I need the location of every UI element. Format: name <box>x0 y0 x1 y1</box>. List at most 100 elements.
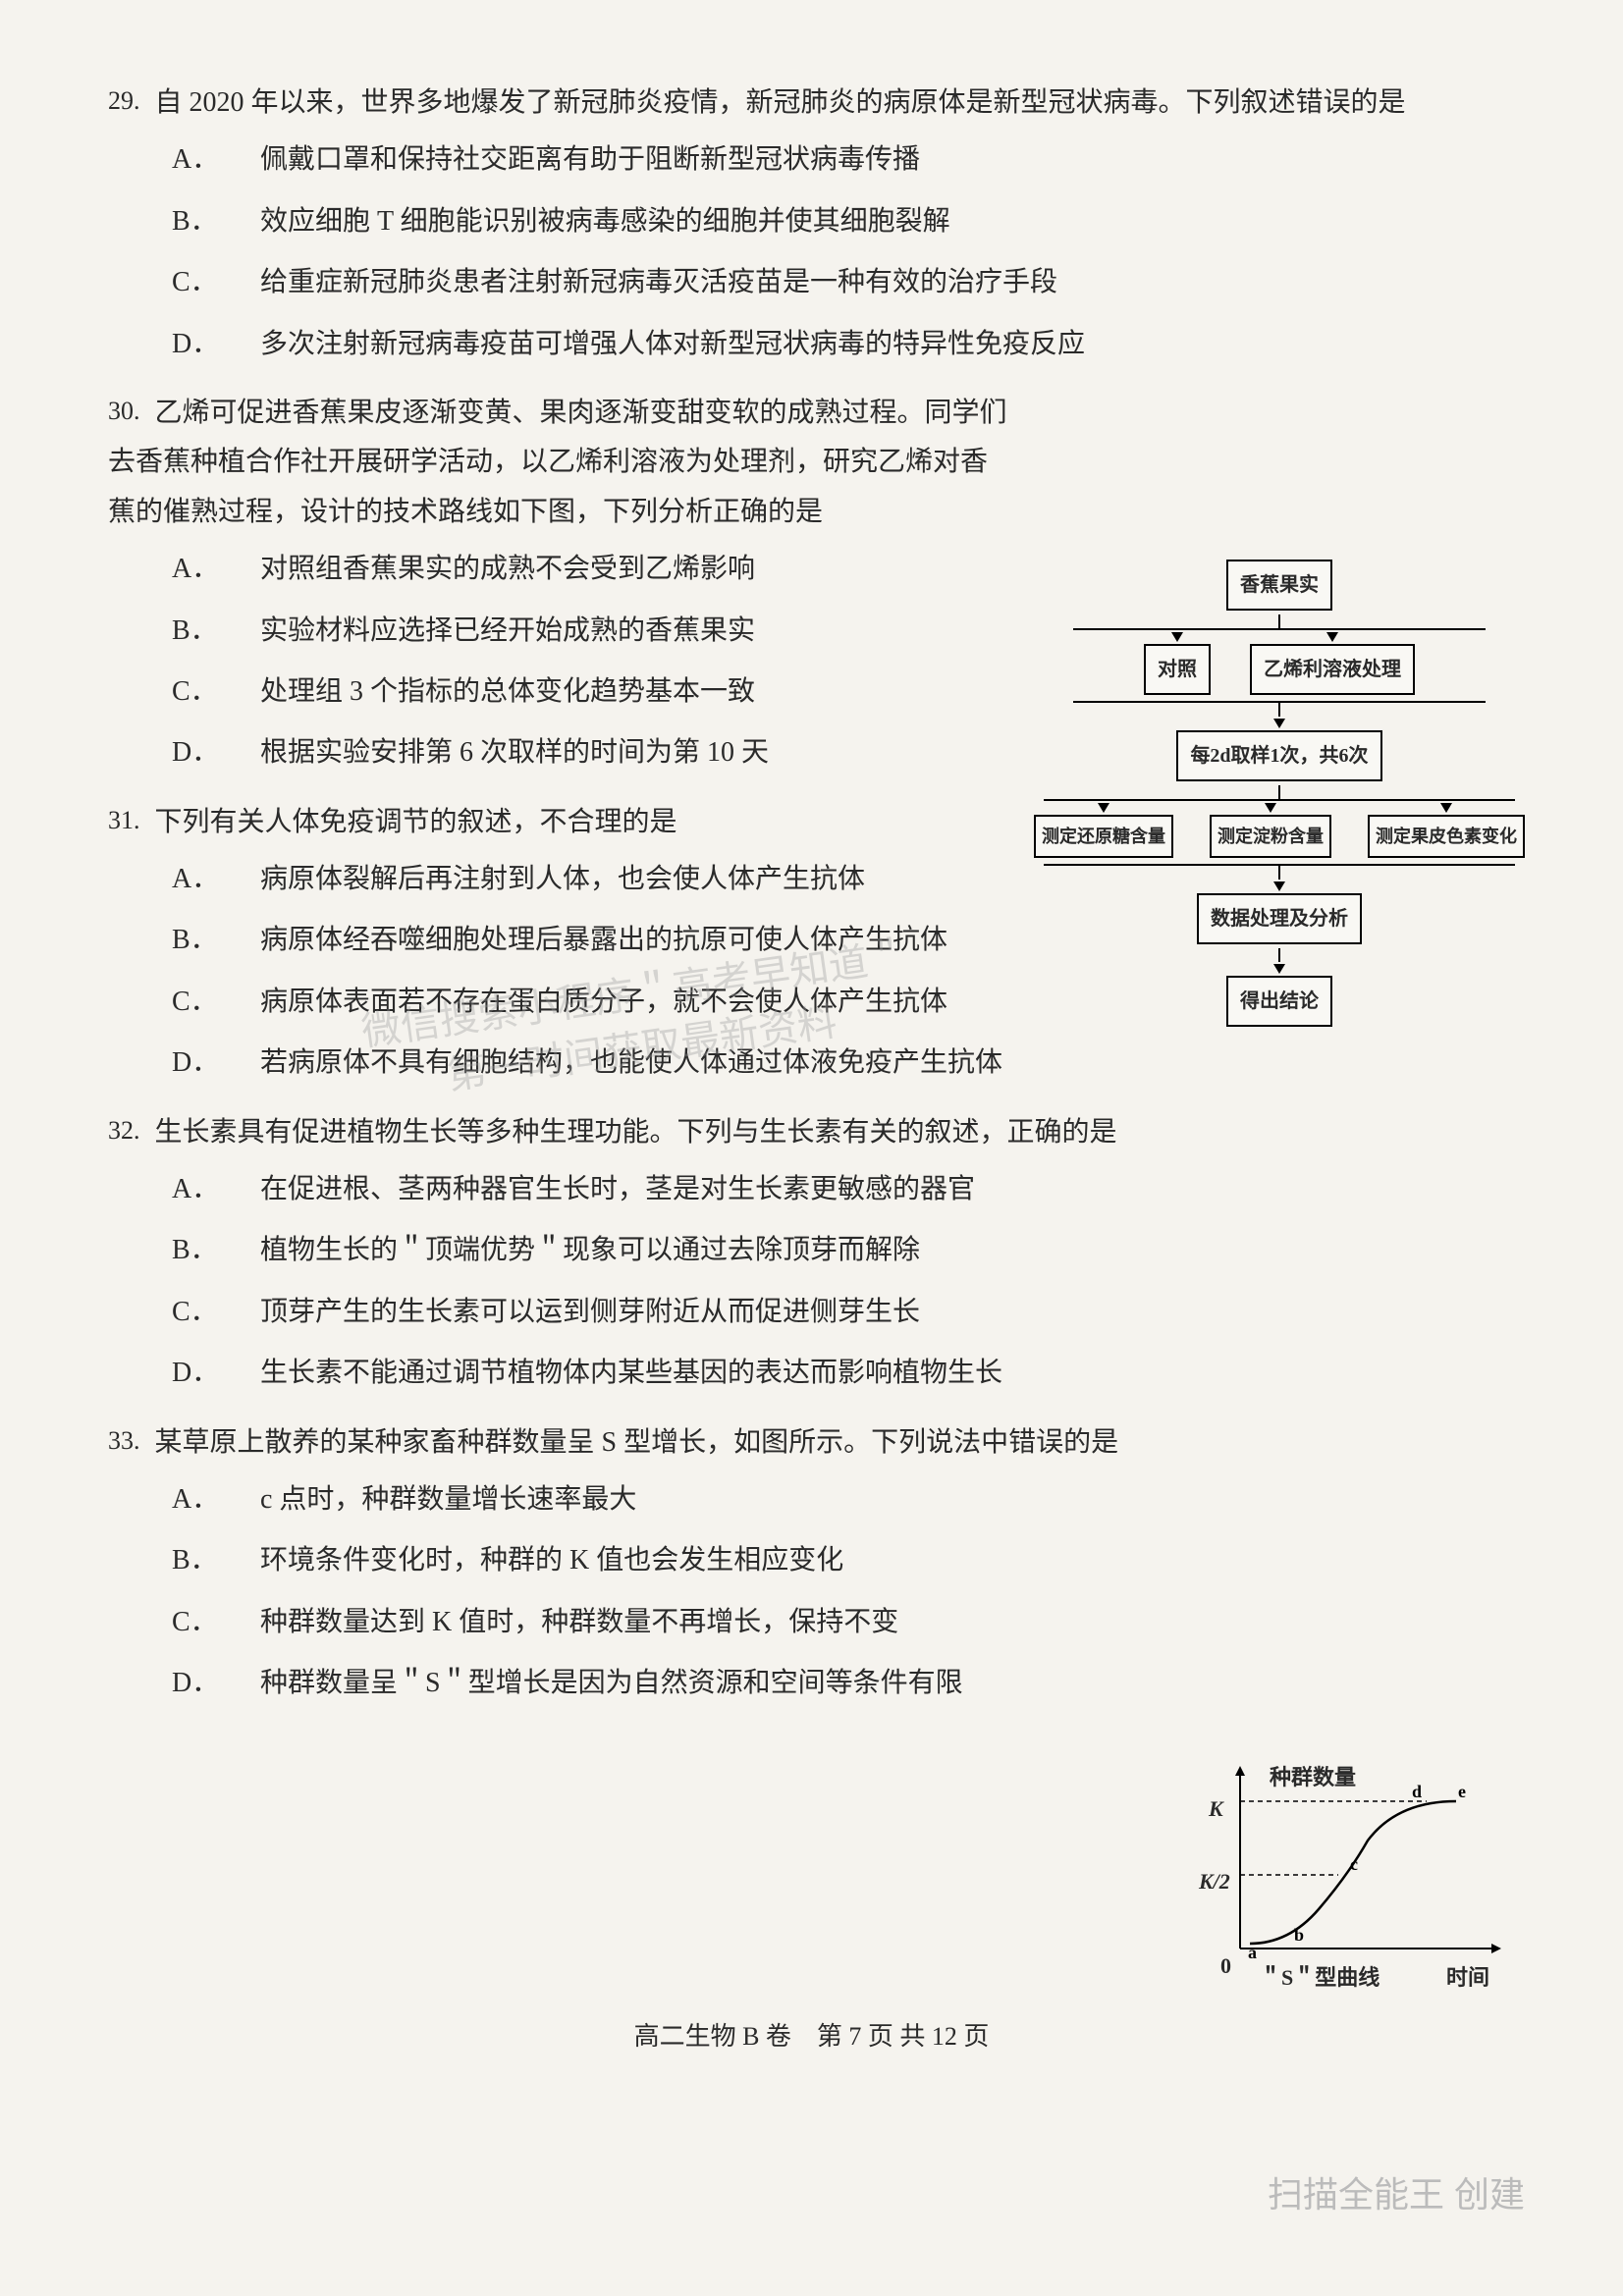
scurve-xlabel-curve: ＂S＂型曲线 <box>1260 1958 1380 1998</box>
option-label: B． <box>216 1226 260 1275</box>
q29-option-a: A．佩戴口罩和保持社交距离有助于阻断新型冠状病毒传播 <box>216 135 1525 185</box>
q31-a-text: 病原体裂解后再注射到人体，也会使人体产生抗体 <box>260 864 865 894</box>
q30-options: A．对照组香蕉果实的成熟不会受到乙烯影响 B．实验材料应选择已经开始成熟的香蕉果… <box>216 545 1014 778</box>
q30-a-text: 对照组香蕉果实的成熟不会受到乙烯影响 <box>260 554 755 584</box>
option-label: A． <box>216 1165 260 1214</box>
option-label: B． <box>216 1536 260 1585</box>
q30-stem: 乙烯可促进香蕉果皮逐渐变黄、果肉逐渐变甜变软的成熟过程。同学们去香蕉种植合作社开… <box>108 398 1007 527</box>
question-32: 32. 生长素具有促进植物生长等多种生理功能。下列与生长素有关的叙述，正确的是 … <box>108 1108 1525 1399</box>
fc-node-treatment: 乙烯利溶液处理 <box>1250 644 1415 695</box>
q32-a-text: 在促进根、茎两种器官生长时，茎是对生长素更敏感的器官 <box>260 1174 975 1204</box>
page-footer: 高二生物 B 卷 第 7 页 共 12 页 <box>0 2014 1623 2060</box>
option-label: C． <box>216 258 260 307</box>
option-label: B． <box>216 197 260 246</box>
scurve-k-label: K <box>1209 1789 1223 1829</box>
q32-stem: 生长素具有促进植物生长等多种生理功能。下列与生长素有关的叙述，正确的是 <box>155 1117 1117 1148</box>
scurve-point-a: a <box>1248 1943 1257 1962</box>
q33-option-d: D．种群数量呈＂S＂型增长是因为自然资源和空间等条件有限 <box>216 1659 1191 1708</box>
q29-stem-wrap: 29. 自 2020 年以来，世界多地爆发了新冠肺炎疫情，新冠肺炎的病原体是新型… <box>108 79 1525 128</box>
q32-option-c: C．顶芽产生的生长素可以运到侧芽附近从而促进侧芽生长 <box>216 1288 1525 1337</box>
q30-stem-wrap: 30. 乙烯可促进香蕉果皮逐渐变黄、果肉逐渐变甜变软的成熟过程。同学们去香蕉种植… <box>108 389 1014 537</box>
q31-b-text: 病原体经吞噬细胞处理后暴露出的抗原可使人体产生抗体 <box>260 925 947 955</box>
q33-option-c: C．种群数量达到 K 值时，种群数量不再增长，保持不变 <box>216 1598 1191 1647</box>
scanner-watermark: 扫描全能王 创建 <box>1268 2163 1525 2227</box>
option-label: C． <box>216 667 260 717</box>
q33-option-a: A．c 点时，种群数量增长速率最大 <box>216 1475 1191 1524</box>
q31-stem: 下列有关人体免疫调节的叙述，不合理的是 <box>155 807 677 837</box>
option-label: D． <box>216 320 260 369</box>
option-label: A． <box>216 855 260 904</box>
q32-option-b: B．植物生长的＂顶端优势＂现象可以通过去除顶芽而解除 <box>216 1226 1525 1275</box>
q33-a-text: c 点时，种群数量增长速率最大 <box>260 1484 636 1515</box>
q29-option-b: B．效应细胞 T 细胞能识别被病毒感染的细胞并使其细胞裂解 <box>216 197 1525 246</box>
option-label: C． <box>216 1598 260 1647</box>
q29-option-c: C．给重症新冠肺炎患者注射新冠病毒灭活疫苗是一种有效的治疗手段 <box>216 258 1525 307</box>
q31-d-text: 若病原体不具有细胞结构，也能使人体通过体液免疫产生抗体 <box>260 1047 1002 1078</box>
fc-node-analysis: 数据处理及分析 <box>1197 893 1362 944</box>
option-label: A． <box>216 545 260 594</box>
option-label: B． <box>216 916 260 965</box>
q33-d-text: 种群数量呈＂S＂型增长是因为自然资源和空间等条件有限 <box>260 1668 963 1698</box>
scurve-origin: 0 <box>1220 1947 1231 1986</box>
fc-node-sugar: 测定还原糖含量 <box>1034 815 1173 858</box>
q31-option-d: D．若病原体不具有细胞结构，也能使人体通过体液免疫产生抗体 <box>216 1039 1525 1088</box>
q33-stem-wrap: 33. 某草原上散养的某种家畜种群数量呈 S 型增长，如图所示。下列说法中错误的… <box>108 1418 1191 1468</box>
q29-a-text: 佩戴口罩和保持社交距离有助于阻断新型冠状病毒传播 <box>260 144 920 175</box>
q32-number: 32. <box>108 1108 140 1154</box>
q30-number: 30. <box>108 389 140 435</box>
fc-node-sampling: 每2d取样1次，共6次 <box>1176 730 1381 781</box>
fc-node-control: 对照 <box>1144 644 1211 695</box>
q30-b-text: 实验材料应选择已经开始成熟的香蕉果实 <box>260 615 755 646</box>
fc-node-pigment: 测定果皮色素变化 <box>1368 815 1525 858</box>
q29-options: A．佩戴口罩和保持社交距离有助于阻断新型冠状病毒传播 B．效应细胞 T 细胞能识… <box>216 135 1525 369</box>
q32-options: A．在促进根、茎两种器官生长时，茎是对生长素更敏感的器官 B．植物生长的＂顶端优… <box>216 1165 1525 1399</box>
option-label: C． <box>216 978 260 1027</box>
q29-option-d: D．多次注射新冠病毒疫苗可增强人体对新型冠状病毒的特异性免疫反应 <box>216 320 1525 369</box>
question-33: 33. 某草原上散养的某种家畜种群数量呈 S 型增长，如图所示。下列说法中错误的… <box>108 1418 1525 1709</box>
q31-c-text: 病原体表面若不存在蛋白质分子，就不会使人体产生抗体 <box>260 987 947 1017</box>
q32-option-d: D．生长素不能通过调节植物体内某些基因的表达而影响植物生长 <box>216 1349 1525 1398</box>
option-label: D． <box>216 1659 260 1708</box>
q33-s-curve: a b c d e 种群数量 K K/2 0 ＂S＂型曲线 时间 <box>1201 1762 1515 2004</box>
q32-b-text: 植物生长的＂顶端优势＂现象可以通过去除顶芽而解除 <box>260 1235 920 1265</box>
q30-d-text: 根据实验安排第 6 次取样的时间为第 10 天 <box>260 737 769 768</box>
q32-c-text: 顶芽产生的生长素可以运到侧芽附近从而促进侧芽生长 <box>260 1297 920 1327</box>
q29-d-text: 多次注射新冠病毒疫苗可增强人体对新型冠状病毒的特异性免疫反应 <box>260 329 1085 359</box>
q32-stem-wrap: 32. 生长素具有促进植物生长等多种生理功能。下列与生长素有关的叙述，正确的是 <box>108 1108 1525 1157</box>
q30-flowchart: 香蕉果实 对照 乙烯利溶液处理 每2d取样1次，共6次 测定还原糖含量 测定淀粉… <box>1034 560 1525 1031</box>
option-label: D． <box>216 728 260 777</box>
fc-node-starch: 测定淀粉含量 <box>1210 815 1331 858</box>
q33-c-text: 种群数量达到 K 值时，种群数量不再增长，保持不变 <box>260 1607 898 1637</box>
q30-option-d: D．根据实验安排第 6 次取样的时间为第 10 天 <box>216 728 1014 777</box>
q33-stem: 某草原上散养的某种家畜种群数量呈 S 型增长，如图所示。下列说法中错误的是 <box>155 1427 1119 1458</box>
fc-node-conclusion: 得出结论 <box>1226 976 1332 1027</box>
q33-b-text: 环境条件变化时，种群的 K 值也会发生相应变化 <box>260 1545 843 1575</box>
option-label: A． <box>216 135 260 185</box>
q30-option-a: A．对照组香蕉果实的成熟不会受到乙烯影响 <box>216 545 1014 594</box>
scurve-ylabel: 种群数量 <box>1270 1758 1356 1797</box>
q33-options: A．c 点时，种群数量增长速率最大 B．环境条件变化时，种群的 K 值也会发生相… <box>216 1475 1191 1709</box>
q30-option-c: C．处理组 3 个指标的总体变化趋势基本一致 <box>216 667 1014 717</box>
scurve-xlabel-time: 时间 <box>1446 1958 1489 1998</box>
option-label: B． <box>216 607 260 656</box>
q30-option-b: B．实验材料应选择已经开始成熟的香蕉果实 <box>216 607 1014 656</box>
question-29: 29. 自 2020 年以来，世界多地爆发了新冠肺炎疫情，新冠肺炎的病原体是新型… <box>108 79 1525 369</box>
q32-option-a: A．在促进根、茎两种器官生长时，茎是对生长素更敏感的器官 <box>216 1165 1525 1214</box>
fc-node-start: 香蕉果实 <box>1226 560 1332 611</box>
scurve-point-c: c <box>1350 1854 1358 1874</box>
q29-number: 29. <box>108 79 140 125</box>
scurve-point-e: e <box>1458 1782 1466 1801</box>
option-label: C． <box>216 1288 260 1337</box>
option-label: A． <box>216 1475 260 1524</box>
scurve-k2-label: K/2 <box>1199 1862 1230 1901</box>
option-label: D． <box>216 1349 260 1398</box>
s-curve-svg: a b c d e <box>1201 1762 1515 1988</box>
q29-c-text: 给重症新冠肺炎患者注射新冠病毒灭活疫苗是一种有效的治疗手段 <box>260 267 1057 297</box>
q30-c-text: 处理组 3 个指标的总体变化趋势基本一致 <box>260 676 755 707</box>
scurve-point-b: b <box>1294 1925 1304 1945</box>
q32-d-text: 生长素不能通过调节植物体内某些基因的表达而影响植物生长 <box>260 1358 1002 1388</box>
q33-option-b: B．环境条件变化时，种群的 K 值也会发生相应变化 <box>216 1536 1191 1585</box>
q33-number: 33. <box>108 1418 140 1465</box>
q29-stem: 自 2020 年以来，世界多地爆发了新冠肺炎疫情，新冠肺炎的病原体是新型冠状病毒… <box>155 87 1406 118</box>
option-label: D． <box>216 1039 260 1088</box>
